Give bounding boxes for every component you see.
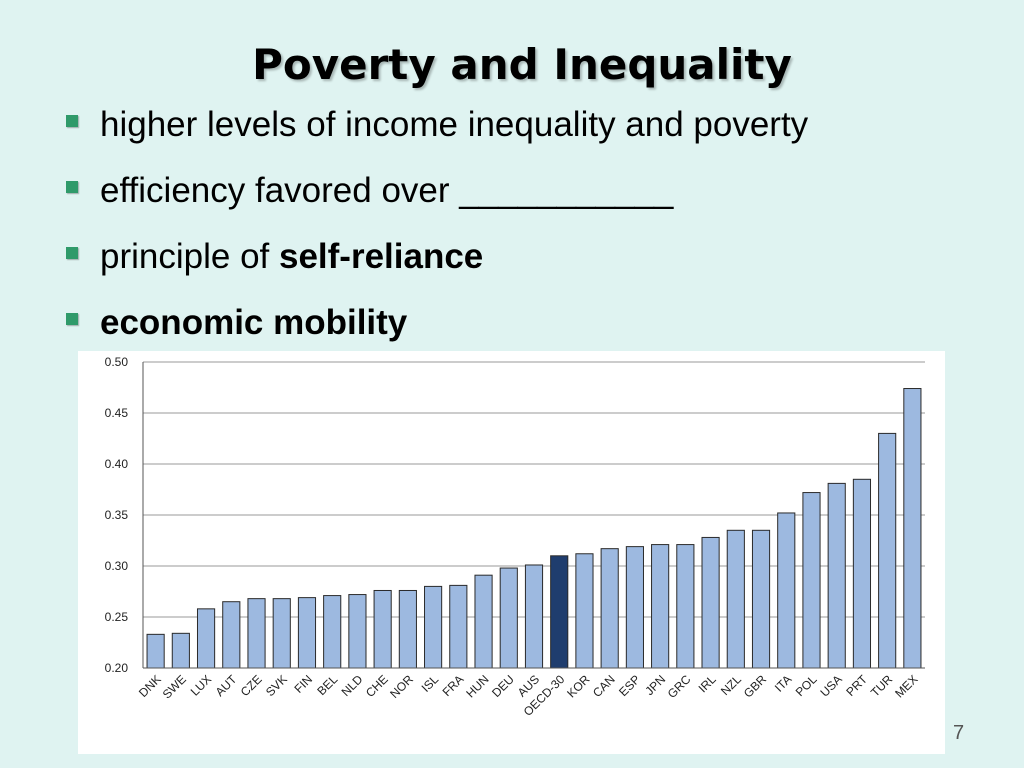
x-tick-label: KOR (564, 672, 593, 701)
x-tick-label: CHE (363, 672, 391, 700)
bar (550, 555, 569, 669)
chart-panel: 0.50 0.45 0.40 0.35 0.30 0.25 0.20 DNK SWE LUX AUT… (78, 351, 945, 754)
x-tick-label: SWE (160, 672, 189, 701)
bar (348, 594, 367, 669)
page-number: 7 (953, 722, 965, 744)
x-tick-label: HUN (463, 672, 491, 700)
x-tick-label: NZL (718, 672, 744, 698)
bar (424, 585, 443, 669)
bar (726, 529, 745, 669)
bar (474, 574, 493, 669)
x-tick-label: ISL (419, 672, 442, 695)
bar (297, 597, 317, 669)
bar (222, 601, 241, 669)
bullet-item: efficiency favored over ___________ (64, 166, 808, 232)
bar (272, 598, 291, 669)
x-tick-label: DNK (136, 672, 164, 700)
x-tick-label: DEU (489, 672, 517, 700)
x-tick-label: BEL (314, 672, 340, 698)
bar (751, 529, 771, 669)
y-tick-label: 0.40 (105, 457, 129, 471)
x-tick-label: CAN (590, 672, 618, 700)
x-tick-label: USA (817, 672, 844, 699)
bar (701, 536, 720, 669)
x-tick-label: CZE (238, 672, 265, 699)
x-tick-label: AUT (213, 672, 240, 699)
bar (247, 598, 266, 669)
x-tick-label: FIN (292, 672, 316, 696)
bullet-square-icon (66, 313, 78, 325)
bar (499, 567, 518, 669)
x-tick-label: ITA (772, 672, 794, 694)
bar (651, 544, 670, 669)
bar (398, 589, 417, 669)
bar (449, 584, 468, 669)
x-tick-label: NLD (339, 672, 366, 699)
x-tick-label: ESP (616, 672, 643, 699)
bullet-item: higher levels of income inequality and p… (64, 100, 808, 166)
bar (903, 388, 922, 669)
x-tick-label: JPN (642, 672, 668, 698)
x-tick-label: NOR (387, 672, 416, 701)
bullet-list: higher levels of income inequality and p… (64, 100, 808, 364)
x-tick-label: TUR (868, 672, 896, 700)
bar (196, 608, 216, 669)
bar (600, 548, 619, 669)
bullet-text: economic mobility (100, 303, 408, 342)
x-tick-label: IRL (696, 672, 719, 695)
x-tick-label: PRT (843, 672, 870, 699)
x-tick-label: POL (793, 672, 820, 699)
bar (777, 512, 796, 669)
bullet-text: efficiency favored over ___________ (100, 171, 674, 210)
bar (852, 478, 872, 669)
bar (625, 546, 644, 669)
bar (676, 544, 695, 669)
y-tick-label: 0.20 (105, 661, 129, 675)
bullet-text: principle of (100, 237, 279, 276)
bar (323, 595, 342, 669)
bar (878, 432, 897, 669)
bar (524, 564, 544, 669)
y-tick-label: 0.50 (105, 355, 129, 369)
bullet-text: self-reliance (278, 237, 484, 276)
bar (802, 492, 821, 669)
bar (827, 482, 846, 669)
y-tick-label: 0.30 (105, 559, 129, 573)
bullet-square-icon (66, 247, 78, 259)
x-tick-label: LUX (188, 672, 214, 698)
slide-title: Poverty and Inequality (252, 40, 792, 89)
bullet-item: economic mobility (64, 298, 808, 364)
bullet-square-icon (66, 181, 78, 193)
x-tick-label: GRC (665, 672, 694, 701)
x-tick-label: SVK (263, 672, 290, 699)
bar (373, 589, 392, 669)
bar (171, 632, 190, 669)
y-tick-label: 0.35 (105, 508, 129, 522)
x-tick-label: MEX (892, 672, 920, 700)
bullet-text: higher levels of income inequality and p… (100, 105, 809, 144)
bar (575, 553, 594, 669)
bar-chart: 0.50 0.45 0.40 0.35 0.30 0.25 0.20 DNKSWELUXAUT… (105, 355, 925, 719)
bullet-square-icon (66, 115, 78, 127)
x-tick-label: GBR (741, 672, 770, 701)
y-tick-label: 0.45 (105, 406, 129, 420)
bar (146, 633, 165, 669)
y-tick-label: 0.25 (105, 610, 129, 624)
bullet-item: principle of self-reliance (64, 232, 808, 298)
x-tick-label: FRA (440, 672, 467, 699)
